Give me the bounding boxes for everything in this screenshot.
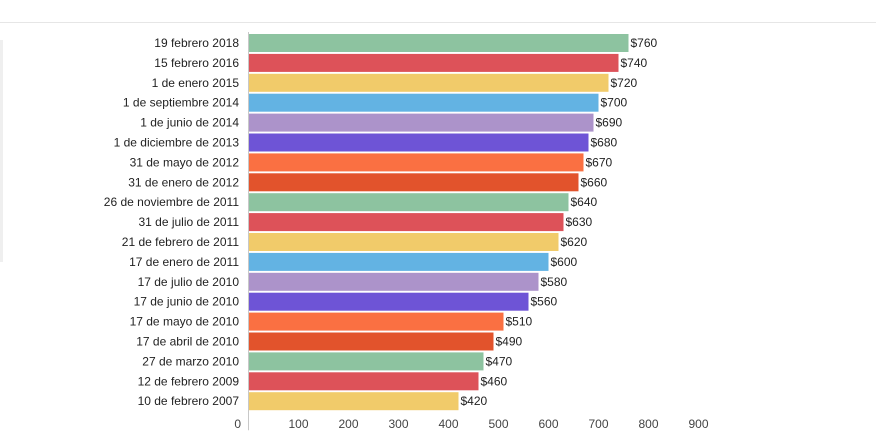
bar — [248, 53, 619, 72]
bar — [248, 153, 584, 172]
category-label: 15 febrero 2016 — [154, 56, 239, 70]
category-label: 31 de enero de 2012 — [128, 175, 239, 189]
value-label: $420 — [461, 394, 488, 408]
bars-layer: 19 febrero 2018 $760 15 febrero 2016 $740 1 … — [104, 34, 658, 411]
bar — [248, 73, 609, 92]
value-label: $630 — [566, 215, 593, 229]
x-tick-label: 700 — [588, 417, 608, 431]
value-label: $700 — [601, 96, 628, 110]
bar — [248, 113, 594, 132]
category-label: 1 de enero 2015 — [152, 76, 240, 90]
bar — [248, 133, 589, 152]
category-label: 17 de abril de 2010 — [136, 335, 239, 349]
bar — [248, 312, 504, 331]
bar — [248, 252, 549, 271]
bar — [248, 233, 559, 251]
category-label: 1 de diciembre de 2013 — [114, 136, 240, 150]
value-label: $560 — [531, 295, 558, 309]
category-label: 26 de noviembre de 2011 — [104, 195, 240, 209]
x-tick-label: 600 — [538, 417, 558, 431]
category-label: 12 de febrero 2009 — [138, 374, 240, 388]
value-label: $490 — [496, 335, 523, 349]
bar — [248, 292, 529, 311]
category-label: 1 de septiembre 2014 — [123, 96, 239, 110]
category-label: 27 de marzo 2010 — [142, 354, 239, 368]
bar — [248, 213, 564, 232]
value-label: $660 — [581, 175, 608, 189]
category-label: 10 de febrero 2007 — [138, 394, 240, 408]
category-label: 1 de junio de 2014 — [140, 116, 239, 130]
value-label: $670 — [586, 155, 613, 169]
value-label: $640 — [571, 195, 598, 209]
value-label: $760 — [631, 36, 658, 50]
bar — [248, 173, 579, 192]
category-label: 31 de julio de 2011 — [138, 215, 239, 229]
x-tick-label: 800 — [638, 417, 658, 431]
value-label: $470 — [486, 354, 513, 368]
axis-layer: 0 100 200 300 400 500 600 700 800 900 — [234, 32, 709, 431]
value-label: $580 — [541, 275, 568, 289]
bar — [248, 34, 629, 52]
bar — [248, 352, 484, 371]
category-label: 17 de junio de 2010 — [134, 295, 240, 309]
top-divider — [0, 22, 876, 23]
value-label: $460 — [481, 374, 508, 388]
x-tick-label: 400 — [438, 417, 458, 431]
left-edge-strip — [0, 40, 3, 262]
x-tick-label: 300 — [388, 417, 408, 431]
x-tick-label: 0 — [234, 417, 241, 431]
category-label: 17 de mayo de 2010 — [130, 315, 240, 329]
category-label: 17 de enero de 2011 — [129, 255, 239, 269]
value-label: $600 — [551, 255, 578, 269]
value-label: $720 — [611, 76, 638, 90]
x-tick-label: 100 — [288, 417, 308, 431]
bar — [248, 372, 479, 391]
bar — [248, 193, 569, 212]
category-label: 21 de febrero de 2011 — [122, 235, 240, 249]
bar — [248, 332, 494, 351]
value-label: $620 — [561, 235, 588, 249]
category-label: 17 de julio de 2010 — [138, 275, 240, 289]
x-tick-label: 200 — [338, 417, 358, 431]
x-tick-label: 500 — [488, 417, 508, 431]
bar — [248, 93, 599, 112]
value-label: $680 — [591, 136, 618, 150]
value-label: $740 — [621, 56, 648, 70]
category-label: 31 de mayo de 2012 — [130, 155, 240, 169]
value-label: $510 — [506, 315, 533, 329]
category-label: 19 febrero 2018 — [154, 36, 239, 50]
value-label: $690 — [596, 116, 623, 130]
bar — [248, 392, 459, 411]
bar — [248, 272, 539, 291]
x-tick-label: 900 — [688, 417, 708, 431]
